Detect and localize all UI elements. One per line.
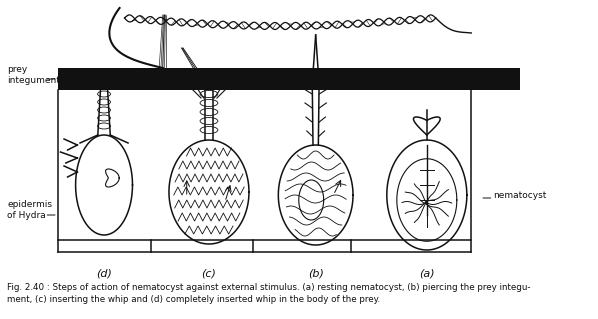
Ellipse shape — [200, 108, 218, 115]
Ellipse shape — [97, 115, 111, 121]
Ellipse shape — [97, 99, 111, 105]
Text: (d): (d) — [96, 268, 112, 278]
Ellipse shape — [200, 100, 218, 107]
Text: nematocyst: nematocyst — [493, 190, 547, 199]
Ellipse shape — [97, 107, 111, 113]
Bar — [58, 68, 520, 90]
Ellipse shape — [200, 127, 218, 133]
Ellipse shape — [97, 91, 111, 97]
Ellipse shape — [97, 123, 111, 129]
Ellipse shape — [200, 117, 218, 124]
Text: Fig. 2.40 : Steps of action of nematocyst against external stimulus. (a) resting: Fig. 2.40 : Steps of action of nematocys… — [7, 283, 530, 292]
Text: epidermis
of Hydra: epidermis of Hydra — [7, 200, 52, 220]
Text: (c): (c) — [202, 268, 216, 278]
Text: (a): (a) — [419, 268, 435, 278]
Ellipse shape — [200, 91, 218, 98]
Text: ment, (c) inserting the whip and (d) completely inserted whip in the body of the: ment, (c) inserting the whip and (d) com… — [7, 295, 380, 304]
Text: (b): (b) — [308, 268, 324, 278]
Text: prey
integument: prey integument — [7, 65, 60, 85]
